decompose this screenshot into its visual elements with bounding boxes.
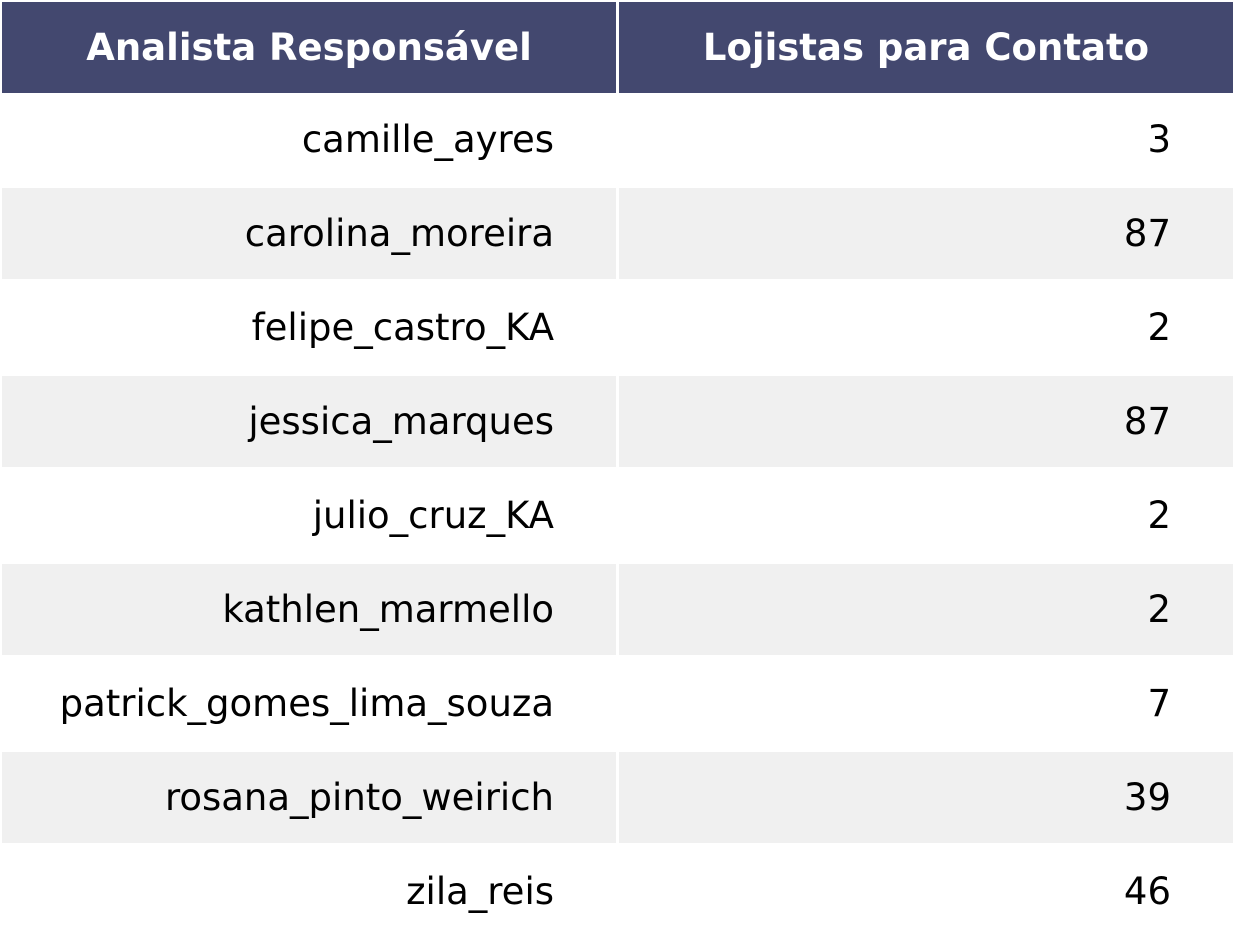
- table-cell-lojistas: 2: [619, 564, 1233, 655]
- table-cell-analista: kathlen_marmello: [2, 564, 616, 655]
- table-cell-lojistas: 2: [619, 282, 1233, 373]
- table-cell-lojistas: 46: [619, 846, 1233, 937]
- table-cell-analista: jessica_marques: [2, 376, 616, 467]
- table-cell-lojistas: 39: [619, 752, 1233, 843]
- table-cell-analista: julio_cruz_KA: [2, 470, 616, 561]
- table-cell-analista: zila_reis: [2, 846, 616, 937]
- column-header-analista: Analista Responsável: [2, 2, 616, 93]
- table-cell-analista: carolina_moreira: [2, 188, 616, 279]
- table-cell-analista: felipe_castro_KA: [2, 282, 616, 373]
- table-cell-lojistas: 2: [619, 470, 1233, 561]
- table-cell-lojistas: 3: [619, 94, 1233, 185]
- table-cell-analista: camille_ayres: [2, 94, 616, 185]
- table-cell-lojistas: 87: [619, 188, 1233, 279]
- table-cell-lojistas: 7: [619, 658, 1233, 749]
- table-cell-analista: rosana_pinto_weirich: [2, 752, 616, 843]
- table-cell-lojistas: 87: [619, 376, 1233, 467]
- table-cell-analista: patrick_gomes_lima_souza: [2, 658, 616, 749]
- column-header-lojistas: Lojistas para Contato: [619, 2, 1233, 93]
